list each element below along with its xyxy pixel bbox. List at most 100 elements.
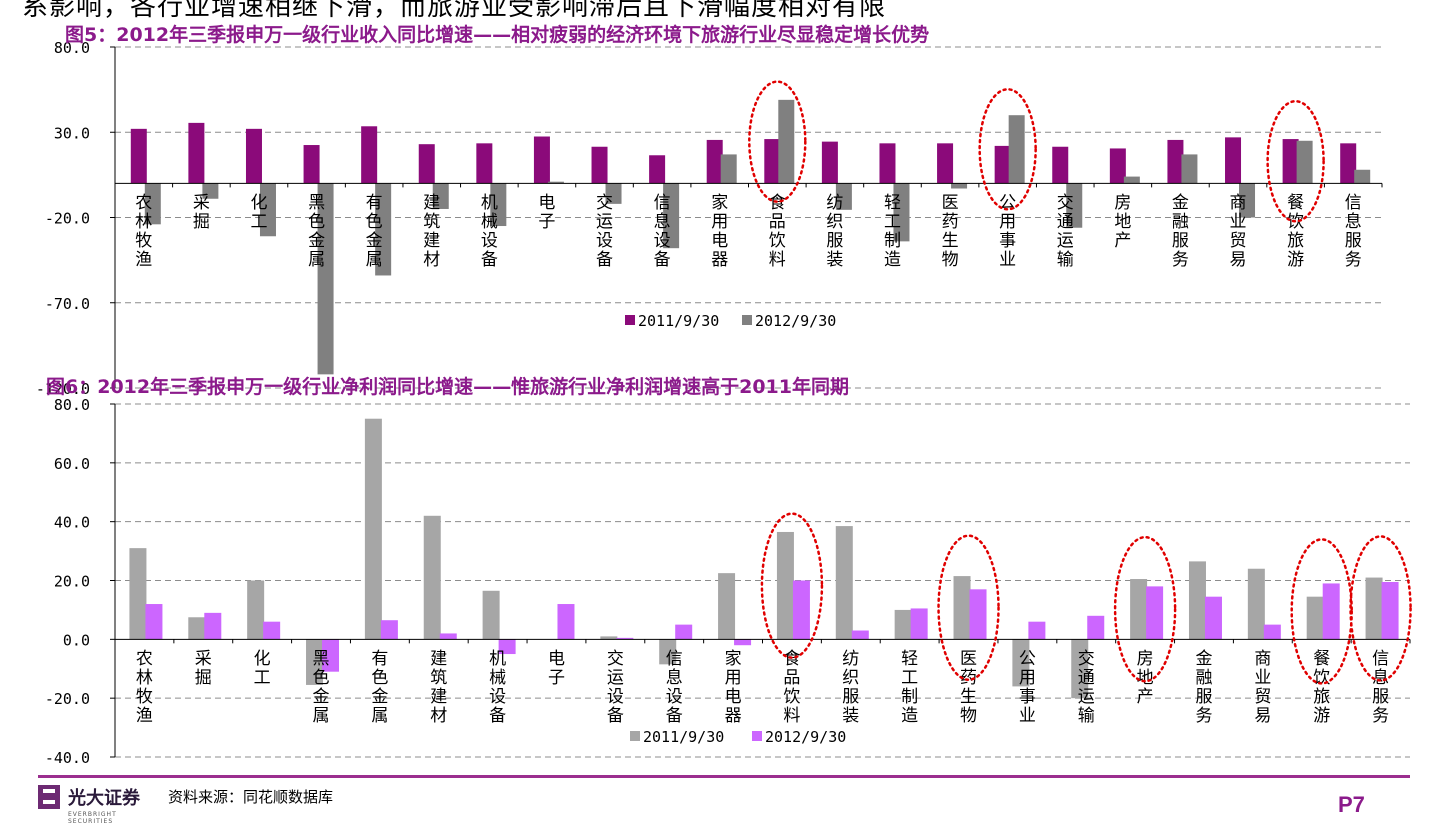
y-tick-label: 40.0 (54, 514, 90, 532)
bar (1066, 183, 1083, 228)
y-tick-label: 30.0 (54, 124, 90, 142)
highlight-ellipse (978, 88, 1037, 211)
company-logo: 光大证券 EVERBRIGHT SECURITIES (38, 784, 140, 825)
category-label: 电子 (548, 649, 565, 688)
bar (937, 143, 954, 184)
bar (953, 576, 971, 640)
bar (303, 145, 320, 184)
bar (204, 612, 222, 640)
page-body-text: 系影响，各行业增速相继下滑，而旅游业受影响滞后且下滑幅度相对有限 (22, 0, 887, 22)
logo-subtext: EVERBRIGHT SECURITIES (68, 811, 117, 825)
bar (1130, 579, 1148, 640)
legend-swatch (752, 731, 762, 741)
logo-mark-icon (38, 785, 60, 809)
bar (591, 146, 608, 184)
category-label: 食品饮料 (783, 649, 800, 726)
y-tick-label: 0.0 (63, 631, 90, 649)
bar (1109, 148, 1126, 184)
category-label: 家用电器 (711, 193, 728, 270)
category-label: 交运设备 (596, 193, 613, 270)
category-label: 交通运输 (1057, 193, 1074, 270)
bar (764, 139, 781, 184)
bar (1204, 596, 1222, 640)
bar (1071, 639, 1089, 699)
category-label: 纺织服装 (826, 193, 843, 270)
bar (482, 590, 500, 640)
category-label: 金融服务 (1172, 193, 1189, 270)
bar (706, 139, 723, 184)
category-label: 商业贸易 (1230, 193, 1247, 270)
category-label: 农林牧渔 (135, 193, 152, 270)
chart-profit-growth: 80.0 60.0 40.0 20.0 0.0 -20.0 -40.0 农林牧渔 采掘 化工 黑色金… (45, 396, 1412, 767)
bar (1306, 596, 1324, 640)
bar (263, 621, 281, 640)
y-tick-label: 20.0 (54, 573, 90, 591)
bar (1239, 183, 1256, 218)
category-label: 房地产 (1114, 193, 1131, 251)
bar (1282, 139, 1299, 184)
bar (423, 515, 441, 640)
bar (418, 144, 435, 184)
bar (129, 548, 147, 640)
legend-label: 2012/9/30 (755, 312, 836, 330)
bar (364, 418, 382, 640)
bar (1167, 139, 1184, 184)
bar (361, 126, 378, 184)
bar (835, 526, 853, 640)
category-label: 有色金属 (366, 193, 383, 270)
bar (951, 183, 968, 189)
bar (476, 143, 493, 184)
highlight-ellipse (1349, 535, 1412, 682)
y-tick-label: -20.0 (45, 690, 90, 708)
bar (776, 531, 794, 640)
category-label: 化工 (254, 649, 271, 688)
legend-label: 2012/9/30 (765, 728, 846, 746)
category-label: 电子 (538, 193, 555, 232)
category-label: 商业贸易 (1254, 649, 1271, 726)
bar (533, 136, 550, 184)
bar (188, 617, 206, 640)
bar (1008, 115, 1025, 184)
highlight-ellipse (1266, 99, 1325, 223)
bar (1188, 561, 1206, 640)
category-label: 建筑建材 (423, 193, 440, 270)
page-number: P7 (1338, 792, 1365, 817)
bar (557, 604, 575, 640)
category-label: 医药生物 (960, 649, 977, 726)
category-label: 采掘 (193, 193, 210, 232)
bar (659, 639, 677, 665)
category-label: 信息设备 (654, 193, 671, 270)
bar (498, 639, 516, 655)
bar (130, 128, 147, 184)
bar (247, 580, 265, 640)
bar (893, 183, 910, 242)
chart-income-growth: 80.0 30.0 -20.0 -70.0 -120.0 农林牧渔 采掘 化工 黑色金属 有色金属… (36, 39, 1383, 398)
chart1-title: 图5：2012年三季报申万一级行业收入同比增速——相对疲弱的经济环境下旅游行业尽… (65, 24, 930, 46)
legend-label: 2011/9/30 (643, 728, 724, 746)
category-label: 黑色金属 (308, 193, 325, 270)
legend-swatch (625, 315, 635, 325)
bar (380, 620, 398, 640)
bar (1012, 639, 1030, 687)
category-label: 医药生物 (942, 193, 959, 270)
category-label: 采掘 (195, 649, 212, 688)
bar (1322, 583, 1340, 640)
bar (547, 181, 564, 184)
bar (317, 183, 334, 375)
bar (322, 639, 340, 672)
bar (910, 608, 928, 640)
footer-divider (38, 775, 1410, 778)
legend-swatch (630, 731, 640, 741)
bar (432, 183, 449, 209)
bar (144, 183, 161, 225)
category-label: 公用事业 (1019, 649, 1036, 726)
category-label: 农林牧渔 (136, 649, 153, 726)
bar (1340, 143, 1357, 184)
bar (490, 183, 507, 227)
y-tick-label: 80.0 (54, 396, 90, 414)
bar (994, 145, 1011, 184)
bar (1146, 586, 1164, 640)
legend-swatch (742, 315, 752, 325)
highlight-ellipse (937, 534, 1000, 681)
